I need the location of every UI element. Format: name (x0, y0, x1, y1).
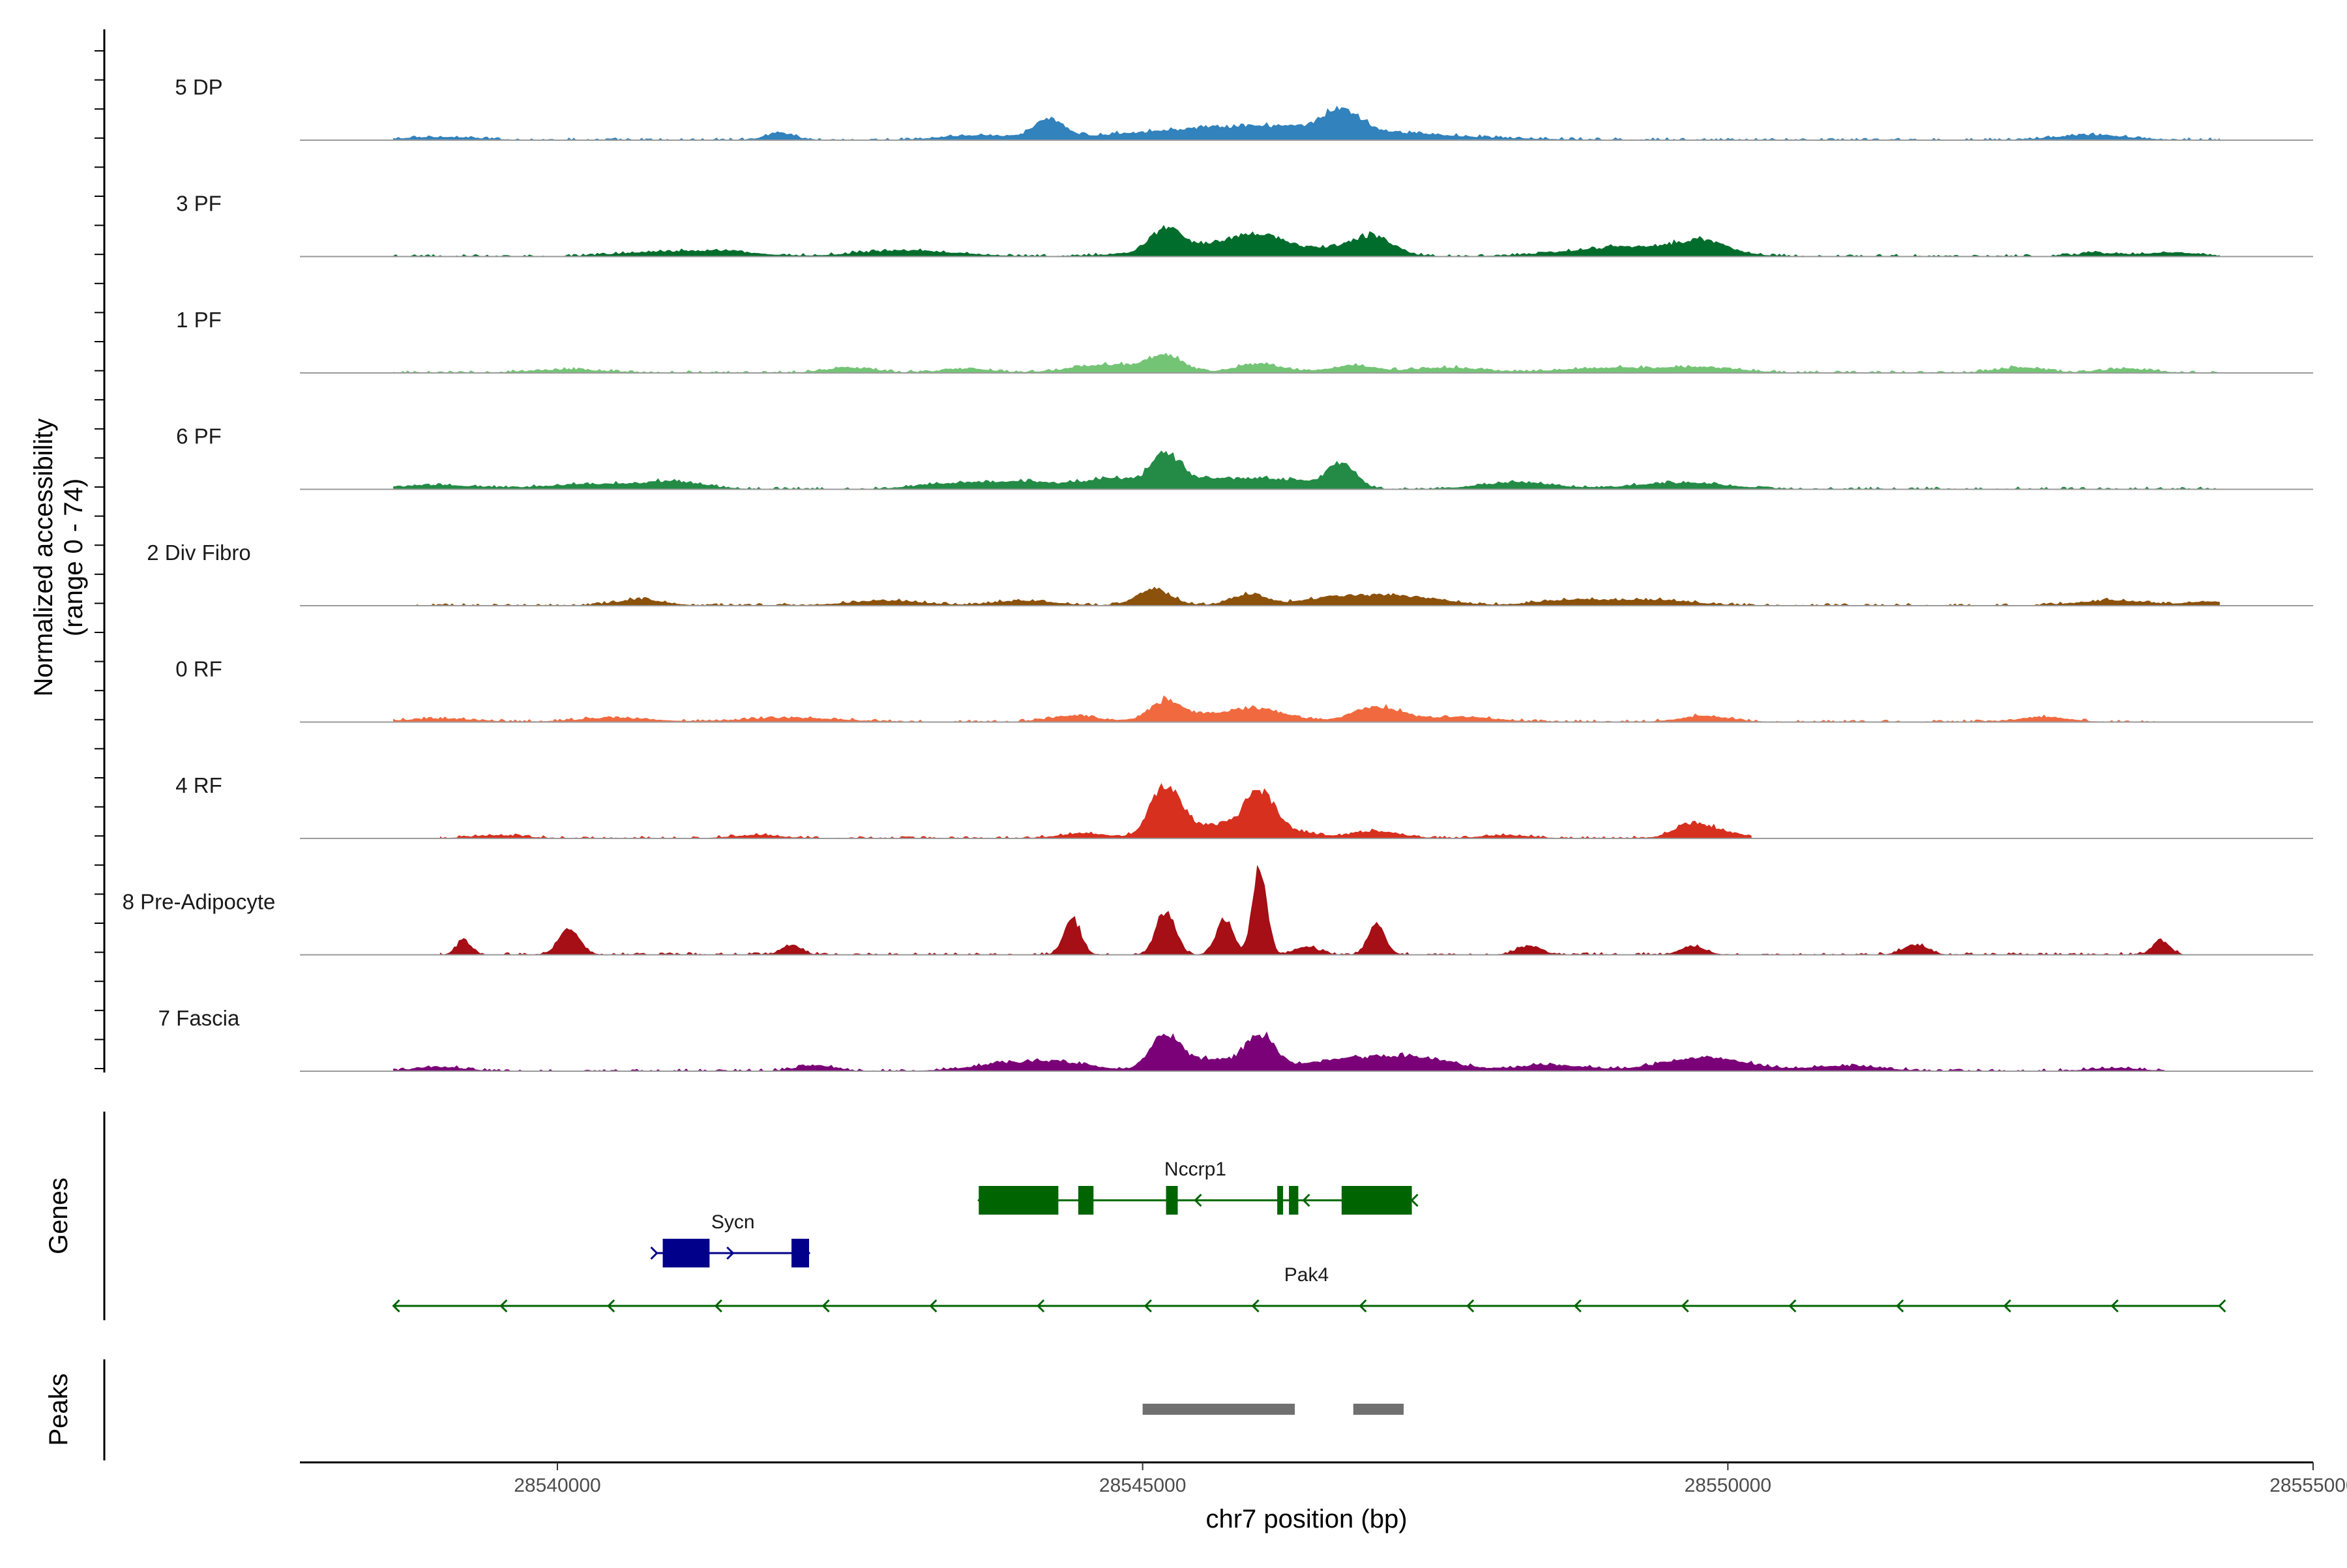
strand-arrow (1359, 1299, 1367, 1313)
peak-region (1353, 1404, 1404, 1415)
strand-arrow (1251, 1299, 1260, 1313)
track-label: 0 RF (175, 657, 222, 681)
coverage-tracks: 5 DP 3 PF 1 PF 6 PF 2 Div Fibro 0 RF 4 RF 8 Pre… (123, 75, 2313, 1072)
exon (1277, 1186, 1284, 1215)
y-axis-label: Normalized accessibility(range 0 - 74) (29, 419, 88, 697)
track-2-div-fibro: 2 Div Fibro (147, 540, 2313, 606)
coverage-area (393, 353, 2220, 374)
exon (791, 1239, 809, 1267)
strand-arrow (714, 1299, 722, 1313)
coverage-area (393, 451, 2220, 490)
strand-arrow (607, 1299, 615, 1313)
axes: Normalized accessibility(range 0 - 74) Ge… (29, 29, 2347, 1533)
y-axis-label-line: Normalized accessibility (29, 419, 58, 697)
coverage-area (393, 1031, 2174, 1072)
strand-arrow (1302, 1193, 1310, 1207)
exon (1166, 1186, 1178, 1215)
exon (1078, 1186, 1094, 1215)
gene-track: Nccrp1 Sycn Pak4 (392, 1159, 2226, 1313)
strand-arrow (929, 1299, 937, 1313)
x-tick-label: 28540000 (514, 1475, 600, 1496)
strand-arrow (499, 1299, 508, 1313)
strand-arrow (650, 1246, 658, 1260)
strand-arrow (392, 1299, 400, 1313)
x-tick-label: 28550000 (1685, 1475, 1771, 1496)
y-axis-label-line: (range 0 - 74) (59, 479, 88, 636)
track-label: 4 RF (175, 773, 222, 797)
x-tick-label: 28555000 (2269, 1475, 2347, 1496)
strand-arrow (2110, 1299, 2119, 1313)
strand-arrow (1037, 1299, 1045, 1313)
track-label: 8 Pre-Adipocyte (123, 890, 276, 914)
track-label: 1 PF (176, 308, 222, 332)
peak-region (1142, 1404, 1295, 1415)
track-label: 6 PF (176, 424, 222, 449)
strand-arrow (1681, 1299, 1689, 1313)
coverage-area (439, 865, 2185, 956)
track-1-pf: 1 PF (176, 308, 2313, 374)
gene-sycn: Sycn (650, 1211, 811, 1267)
exon (1341, 1186, 1412, 1215)
strand-arrow (1410, 1193, 1419, 1207)
strand-arrow (1895, 1299, 1904, 1313)
strand-arrow (821, 1299, 830, 1313)
track-label: 5 DP (175, 75, 222, 99)
track-6-pf: 6 PF (176, 424, 2313, 490)
track-label: 7 Fascia (158, 1006, 240, 1030)
x-tick-label: 28545000 (1099, 1475, 1186, 1496)
exon (979, 1186, 1059, 1215)
coverage-area (417, 586, 2220, 606)
peaks-label: Peaks (44, 1373, 73, 1445)
strand-arrow (2218, 1299, 2226, 1313)
track-5-dp: 5 DP (175, 75, 2313, 141)
strand-arrow (2003, 1299, 2011, 1313)
gene-name: Pak4 (1284, 1264, 1329, 1286)
strand-arrow (726, 1246, 735, 1260)
coverage-area (393, 224, 2220, 258)
coverage-area (439, 782, 1752, 839)
track-label: 2 Div Fibro (147, 540, 251, 565)
gene-name: Sycn (711, 1211, 755, 1233)
gene-nccrp1: Nccrp1 (977, 1159, 1419, 1215)
track-3-pf: 3 PF (176, 192, 2313, 258)
track-8-pre-adipocyte: 8 Pre-Adipocyte (123, 865, 2313, 956)
track-label: 3 PF (176, 192, 222, 216)
coverage-area (393, 105, 2220, 141)
exon (662, 1239, 710, 1267)
x-axis-label: chr7 position (bp) (1205, 1505, 1407, 1533)
strand-arrow (1788, 1299, 1797, 1313)
exon (1289, 1186, 1299, 1215)
track-4-rf: 4 RF (175, 773, 2313, 839)
strand-arrow (1466, 1299, 1475, 1313)
strand-arrow (1573, 1299, 1582, 1313)
track-7-fascia: 7 Fascia (158, 1006, 2313, 1072)
gene-pak4: Pak4 (392, 1264, 2226, 1313)
gene-name: Nccrp1 (1164, 1159, 1226, 1180)
peak-track (1142, 1404, 1404, 1415)
track-0-rf: 0 RF (175, 657, 2313, 723)
strand-arrow (1194, 1193, 1202, 1207)
genes-label: Genes (44, 1177, 73, 1254)
strand-arrow (1144, 1299, 1152, 1313)
coverage-area (393, 695, 2161, 723)
